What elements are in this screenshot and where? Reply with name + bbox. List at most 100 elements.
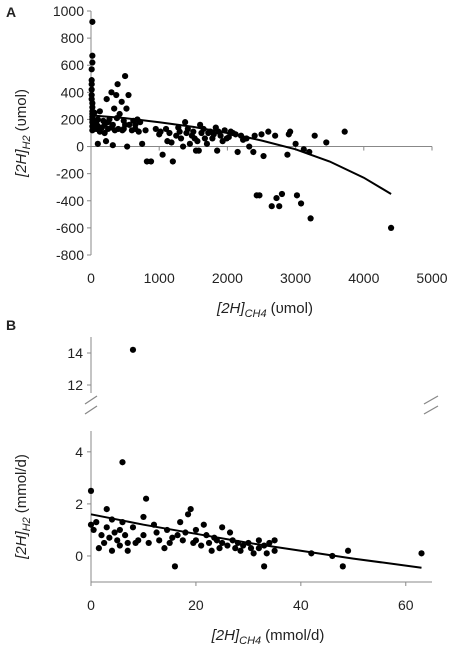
panel-b-data-point [174, 532, 181, 539]
panel-b-axes [84, 337, 439, 583]
panel-a-y-tick-label: 600 [61, 57, 85, 73]
panel-b-y-tick-label: 4 [75, 444, 83, 460]
panel-a-data-point [159, 151, 166, 158]
panel-b-data-point [156, 537, 163, 544]
panel-b-data-point [240, 542, 247, 549]
panel-b-data-point [119, 459, 126, 466]
panel-b-points [87, 346, 425, 570]
panel-a-data-point [94, 140, 101, 147]
panel-b-data-point [219, 539, 226, 547]
panel-b-label: B [6, 317, 16, 333]
panel-b-data-point [177, 519, 184, 526]
panel-b-y-tick-label: 0 [75, 548, 83, 564]
panel-a-data-point [101, 129, 108, 137]
panel-a-data-point [142, 127, 149, 134]
panel-a-data-point [89, 18, 96, 25]
panel-a-trendline [90, 114, 392, 195]
panel-a-data-point [88, 81, 95, 88]
panel-b-data-point [111, 529, 118, 536]
panel-b-data-point [116, 542, 123, 549]
panel-b-data-point [106, 534, 113, 541]
panel-a-data-point [96, 108, 103, 115]
panel-a-y-tick-label: 800 [61, 30, 85, 46]
panel-b-ylabel-sub: H2 [21, 517, 33, 531]
panel-a-data-point [246, 143, 253, 150]
panel-a-data-point [169, 158, 176, 165]
panel-a-data-point [273, 194, 280, 202]
panel-b-data-point [122, 532, 129, 539]
panel-a-data-point [89, 52, 96, 59]
panel-b-y-tick-label: 2 [75, 496, 83, 512]
panel-a-data-point [166, 129, 173, 137]
panel-b-data-point [192, 526, 200, 534]
panel-a-x-tick-label: 0 [87, 270, 95, 286]
panel-b-data-point [87, 521, 95, 528]
panel-b-data-point [101, 539, 108, 547]
panel-b-data-point [179, 537, 186, 544]
panel-b-data-point [224, 542, 231, 549]
panel-a-data-point [323, 139, 330, 146]
panel-a-data-point [109, 121, 116, 128]
panel-b-data-point [153, 529, 160, 536]
panel-b-data-point [129, 346, 137, 353]
panel-a-data-point [109, 142, 116, 149]
panel-b-data-point [219, 524, 226, 531]
panel-b-data-point [213, 537, 221, 544]
panel-a-data-point [88, 86, 95, 93]
panel-a-ylabel-sub: H2 [21, 135, 33, 149]
panel-a-data-point [186, 140, 193, 147]
panel-a-label: A [6, 4, 16, 20]
panel-b-data-point [205, 539, 213, 547]
panel-a-data-point [190, 128, 197, 135]
panel-a-data-point [103, 96, 110, 103]
panel-b-data-point [124, 547, 131, 554]
panel-a-data-point [272, 132, 279, 139]
panel-b-xlabel-main: [2H] [211, 627, 240, 644]
panel-b-data-point [271, 537, 278, 544]
panel-a-data-point [152, 125, 159, 133]
panel-b-data-point [208, 547, 215, 554]
panel-b-y-tick-label: 12 [67, 377, 83, 393]
panel-a-data-point [265, 128, 272, 135]
panel-a-data-point [114, 81, 121, 88]
panel-b-data-point [198, 542, 205, 549]
panel-b-data-point [232, 545, 239, 552]
panel-a-data-point [197, 121, 204, 128]
panel-a-y-tick-label: 0 [76, 139, 84, 155]
panel-a-data-point [256, 192, 263, 199]
panel-b-data-point [90, 526, 97, 534]
panel-a-y-tick-label: -800 [56, 247, 84, 263]
panel-b-data-point [250, 550, 257, 557]
panel-b-data-point [184, 511, 192, 518]
panel-a-data-point [147, 158, 155, 165]
panel-a-x-tick-label: 4000 [348, 270, 379, 286]
panel-b-axis-break-mark [423, 405, 439, 415]
panel-b-data-point [124, 539, 131, 547]
panel-b-data-point [271, 547, 278, 554]
panel-b-data-point [192, 537, 200, 544]
panel-a-data-point [139, 140, 146, 147]
panel-a-data-point [387, 224, 395, 231]
panel-a-data-point [194, 138, 201, 145]
panel-b-trend-curve [90, 513, 422, 569]
panel-a-data-point [118, 98, 125, 105]
svg-text:[2H]H2(mmol/d): [2H]H2 (mmol/d) [13, 454, 33, 560]
panel-b-data-point [114, 537, 121, 544]
panel-b-data-point [145, 539, 152, 547]
panel-a-xlabel-unit: (υmol) [271, 300, 313, 317]
panel-b-data-point [266, 539, 273, 547]
panel-a-data-point [225, 133, 232, 141]
panel-a-x-tick-label: 3000 [280, 270, 311, 286]
panel-a-ylabel-unit: (υmol) [13, 89, 30, 131]
panel-a-data-point [217, 132, 224, 139]
panel-a-data-point [278, 190, 286, 198]
panel-a-data-point [94, 116, 101, 123]
panel-a-data-point [268, 203, 275, 210]
panel-a-y-tick-label: -200 [56, 166, 84, 182]
panel-b-axis-break-mark [84, 405, 98, 415]
panel-a-y-tick-label: 1000 [53, 3, 84, 19]
panel-b-data-point [344, 547, 352, 554]
panel-a-data-point [125, 91, 132, 99]
panel-b-data-point [237, 547, 244, 554]
